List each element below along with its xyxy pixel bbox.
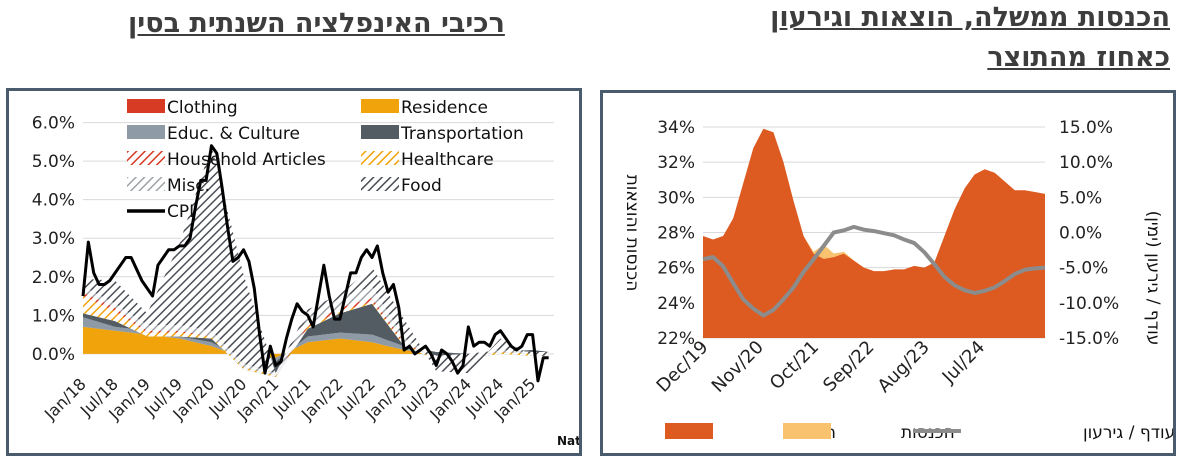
y-tick-label: 6.0%: [32, 114, 75, 134]
area-educ-culture: [83, 317, 549, 362]
y-tick-label: 3.0%: [32, 229, 75, 249]
left-y-tick-label: 22%: [657, 329, 695, 349]
left-y-axis: 0.0% 1.0% 2.0% 3.0% 4.0% 5.0% 6.0%: [32, 114, 75, 365]
legend-item: Food: [361, 176, 442, 196]
fiscal-chart: 22% 24% 26% 28% 30% 32% 34% -15.0% -10.0% -5.0% 0…: [622, 118, 1175, 443]
right-y-tick-label: 5.0%: [1059, 188, 1102, 208]
y-tick-label: 2.0%: [32, 268, 75, 288]
legend-item: Household Articles: [127, 150, 326, 170]
legend-label: Residence: [401, 98, 488, 118]
left-legend: Clothing Residence Educ. & Culture Transpor…: [127, 98, 524, 222]
legend-item: Residence: [361, 98, 488, 118]
right-y-tick-label: -5.0%: [1059, 259, 1108, 279]
legend-swatch: [665, 423, 713, 439]
inflation-components-chart-panel: 0.0% 1.0% 2.0% 3.0% 4.0% 5.0% 6.0% Jan/18 Jul/1…: [6, 88, 850, 456]
deficit-polyline: [702, 224, 1046, 318]
legend-label: עודף / גירעון: [1083, 423, 1173, 443]
right-y-tick-label: 10.0%: [1059, 153, 1113, 173]
right-legend: הוצאותהכנסותעודף / גירעון: [665, 423, 1175, 443]
y-tick-label: 5.0%: [32, 152, 75, 172]
source-note: מקור: National Bureau of Statistics of C…: [557, 434, 579, 448]
legend-label: Food: [401, 176, 442, 196]
legend-item: CPI: [127, 202, 194, 222]
left-axis-title: הכנסות והוצאות: [622, 175, 642, 292]
x-tick-label: Oct/21: [766, 337, 823, 394]
legend-item: Educ. & Culture: [127, 124, 300, 144]
cpi-line: [81, 144, 549, 383]
legend-label: Transportation: [400, 124, 524, 144]
x-tick-label: Aug/23: [874, 337, 934, 397]
expenses-area: [703, 128, 1045, 338]
left-y-tick-label: 34%: [657, 118, 695, 138]
right-areas: [703, 128, 1045, 338]
legend-swatch: [127, 125, 165, 139]
legend-label: CPI: [167, 202, 194, 222]
right-chart-title-line2: כאחוז מהתוצר: [987, 42, 1170, 73]
legend-label: Household Articles: [167, 150, 326, 170]
legend-swatch: [783, 423, 831, 439]
legend-item: Misc.: [127, 176, 210, 196]
legend-swatch: [127, 177, 165, 191]
legend-swatch: [361, 125, 399, 139]
legend-item: Healthcare: [361, 150, 494, 170]
legend-item: עודף / גירעון: [913, 423, 1175, 443]
legend-swatch: [361, 151, 399, 165]
right-y-tick-label: -15.0%: [1059, 329, 1119, 349]
area-residence: [83, 326, 549, 358]
left-y-tick-label: 28%: [657, 224, 695, 244]
x-tick-label: Jul/24: [938, 337, 989, 388]
left-y-tick-label: 32%: [657, 153, 695, 173]
legend-swatch: [361, 177, 399, 191]
y-tick-label: 0.0%: [32, 345, 75, 365]
inflation-components-chart: 0.0% 1.0% 2.0% 3.0% 4.0% 5.0% 6.0% Jan/18Jul/1…: [32, 98, 850, 448]
left-x-axis: Jan/18Jul/18Jan/19Jul/19Jan/20Jul/20Jan/…: [40, 374, 539, 424]
legend-label: Clothing: [167, 98, 238, 118]
left-y-tick-label: 26%: [657, 259, 695, 279]
legend-item: Clothing: [127, 98, 238, 118]
y-tick-label: 1.0%: [32, 306, 75, 326]
fiscal-chart-panel: 22% 24% 26% 28% 30% 32% 34% -15.0% -10.0% -5.0% 0…: [600, 90, 1176, 456]
right-y-tick-label: 0.0%: [1059, 224, 1102, 244]
right-chart-title-line1: הכנסות ממשלה, הוצאות וגירעון: [770, 2, 1170, 33]
legend-swatch: [361, 99, 399, 113]
legend-label: Healthcare: [401, 150, 494, 170]
area-food: [83, 145, 549, 374]
x-tick-label: Sep/22: [819, 337, 878, 396]
legend-swatch: [127, 99, 165, 113]
left-y-tick-label: 24%: [657, 294, 695, 314]
right-axis-title: עודף / גירעון (ימין): [1143, 211, 1163, 346]
legend-swatch: [127, 151, 165, 165]
cpi-polyline: [81, 144, 549, 383]
y-tick-label: 4.0%: [32, 191, 75, 211]
area-misc-: [83, 286, 549, 376]
right-chart-right-axis: -15.0% -10.0% -5.0% 0.0% 5.0% 10.0% 15.0%: [1059, 118, 1119, 349]
legend-label: Educ. & Culture: [167, 124, 300, 144]
right-y-tick-label: 15.0%: [1059, 118, 1113, 138]
left-chart-title: רכיבי האינפלציה השנתית בסין: [128, 8, 505, 39]
left-y-tick-label: 30%: [657, 188, 695, 208]
right-chart-left-axis: 22% 24% 26% 28% 30% 32% 34%: [657, 118, 695, 349]
deficit-line: [702, 224, 1046, 318]
x-tick-label: Nov/20: [708, 337, 768, 397]
legend-item: Transportation: [361, 124, 524, 144]
legend-label: Misc.: [167, 176, 210, 196]
right-y-tick-label: -10.0%: [1059, 294, 1119, 314]
